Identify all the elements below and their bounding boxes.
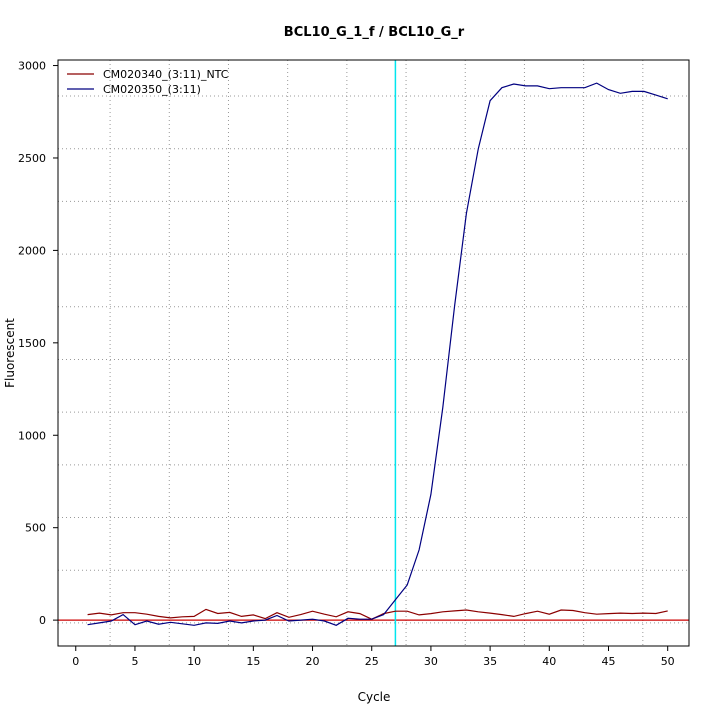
y-axis: 0 500 1000 1500 2000 2500 3000 bbox=[18, 60, 58, 627]
x-tick-label: 20 bbox=[306, 655, 320, 668]
x-tick-label: 45 bbox=[601, 655, 615, 668]
y-axis-label: Fluorescent bbox=[3, 318, 17, 388]
x-tick-label: 30 bbox=[424, 655, 438, 668]
legend-label-1: CM020340_(3:11)_NTC bbox=[103, 68, 229, 81]
gridlines bbox=[58, 60, 689, 646]
y-tick-label: 0 bbox=[39, 614, 46, 627]
legend: CM020340_(3:11)_NTC CM020350_(3:11) bbox=[67, 68, 229, 96]
reference-lines bbox=[58, 60, 689, 646]
data-series bbox=[87, 82, 668, 626]
x-axis: 0 5 10 15 20 25 30 35 40 45 50 bbox=[72, 646, 675, 668]
series-line-2 bbox=[87, 82, 668, 626]
x-tick-label: 35 bbox=[483, 655, 497, 668]
x-tick-label: 50 bbox=[661, 655, 675, 668]
chart-title: BCL10_G_1_f / BCL10_G_r bbox=[284, 25, 465, 40]
y-tick-label: 2500 bbox=[18, 152, 46, 165]
y-tick-label: 500 bbox=[25, 522, 46, 535]
y-tick-label: 2000 bbox=[18, 244, 46, 257]
legend-label-2: CM020350_(3:11) bbox=[103, 83, 201, 96]
x-tick-label: 10 bbox=[187, 655, 201, 668]
x-tick-label: 25 bbox=[365, 655, 379, 668]
y-tick-label: 3000 bbox=[18, 60, 46, 73]
x-axis-label: Cycle bbox=[358, 690, 391, 704]
x-tick-label: 15 bbox=[246, 655, 260, 668]
plot-frame bbox=[57, 59, 690, 647]
x-tick-label: 40 bbox=[542, 655, 556, 668]
y-tick-label: 1500 bbox=[18, 337, 46, 350]
x-tick-label: 5 bbox=[131, 655, 138, 668]
y-tick-label: 1000 bbox=[18, 429, 46, 442]
x-tick-label: 0 bbox=[72, 655, 79, 668]
